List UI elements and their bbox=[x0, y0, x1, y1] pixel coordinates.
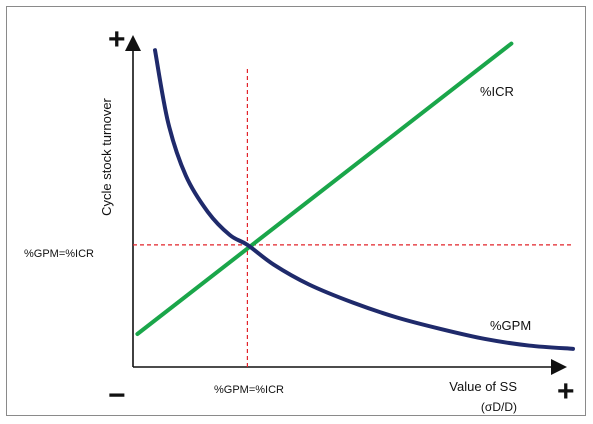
x-axis-plus-sign: + bbox=[557, 375, 575, 408]
y-axis-title: Cycle stock turnover bbox=[99, 97, 114, 215]
chart: + + − Cycle stock turnover Value of SS (… bbox=[24, 23, 575, 414]
equilibrium-y-label: %GPM=%ICR bbox=[24, 248, 94, 260]
series-line-icr bbox=[135, 41, 514, 336]
chart-frame: + + − Cycle stock turnover Value of SS (… bbox=[6, 6, 586, 416]
series-label-gpm: %GPM bbox=[490, 318, 531, 333]
x-axis-title-line1: Value of SS bbox=[449, 379, 517, 394]
y-axis-plus-sign: + bbox=[108, 23, 126, 56]
series-label-icr: %ICR bbox=[480, 84, 514, 99]
series-line-gpm bbox=[153, 48, 575, 351]
series-layer bbox=[135, 41, 575, 351]
equilibrium-x-label: %GPM=%ICR bbox=[214, 384, 284, 396]
x-axis-title-line2: (σD/D) bbox=[481, 400, 517, 414]
origin-minus-sign: − bbox=[108, 379, 126, 412]
